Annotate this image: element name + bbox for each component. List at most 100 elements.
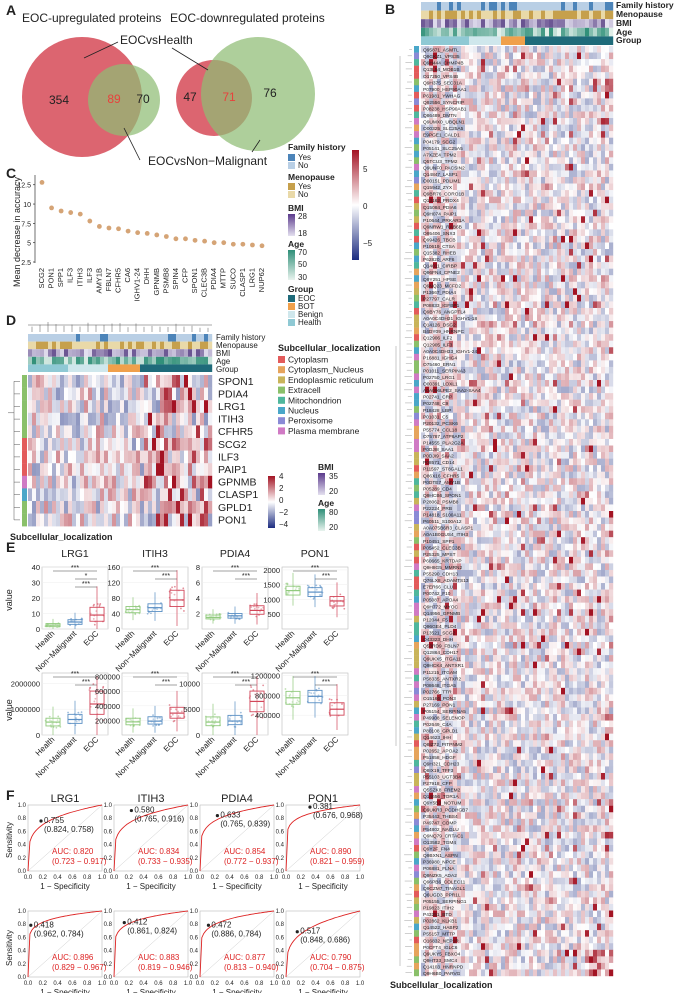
b-heat-cell [421, 176, 426, 184]
b-heat-cell [525, 52, 530, 60]
b-heat-cell [449, 98, 454, 106]
b-annot-cell [461, 36, 466, 45]
b-heat-cell [521, 393, 526, 400]
f-ytick-label: 0.8 [104, 922, 113, 928]
d-heat-cell [120, 513, 125, 527]
d-heat-cell [80, 400, 85, 413]
b-heat-cell [421, 340, 426, 348]
b-heat-cell [577, 249, 582, 256]
b-heat-cell [585, 294, 590, 302]
b-heat-cell [445, 229, 450, 237]
d-heat-cell [164, 450, 169, 464]
b-heat-cell [589, 353, 594, 361]
b-annot-cell [489, 10, 494, 20]
d-heat-cell [100, 450, 105, 464]
b-annot-cell [469, 10, 474, 20]
b-heat-cell [533, 91, 538, 99]
b-heat-cell [449, 190, 454, 197]
b-heat-cell [585, 438, 590, 446]
d-annot-cell [180, 349, 185, 357]
b-heat-cell [505, 373, 510, 381]
d-annot-cell [56, 364, 61, 372]
d-heat-cell [40, 463, 45, 476]
b-heat-cell [529, 216, 534, 224]
b-heat-cell [561, 340, 566, 348]
f-xtick-label: 0.6 [326, 875, 335, 881]
d-heat-cell [188, 513, 193, 527]
d-heat-cell [132, 463, 137, 476]
b-heat-cell [593, 98, 598, 106]
b-heat-cell [577, 255, 582, 263]
b-heat-cell [513, 222, 518, 230]
d-heat-cell [176, 488, 181, 502]
e-jitter-point [175, 708, 177, 711]
e-jitter-point [128, 607, 131, 609]
b-heat-cell [565, 104, 570, 112]
b-heat-cell [421, 124, 426, 132]
d-heat-cell [44, 450, 49, 464]
b-heat-cell [597, 52, 602, 60]
b-heat-cell [453, 347, 458, 355]
b-annot-cell [505, 2, 510, 11]
b-heat-cell [521, 183, 526, 191]
d-annot-cell [208, 349, 213, 357]
b-heat-cell [597, 85, 602, 93]
b-heat-cell [489, 196, 494, 204]
b-heat-cell [557, 249, 562, 256]
b-heat-cell [477, 65, 482, 73]
b-heat-cell [585, 104, 590, 112]
b-heat-cell [473, 235, 478, 243]
b-heat-cell [441, 190, 446, 197]
b-annot-cell [437, 2, 442, 11]
b-heat-cell [553, 275, 558, 282]
b-heat-cell [545, 275, 550, 282]
legend-menopause-title: Menopause [288, 172, 335, 182]
b-heat-cell [421, 294, 426, 302]
b-heat-cell [449, 176, 454, 184]
b-heat-cell [557, 340, 562, 348]
legend-bmi-tick: 18 [298, 229, 307, 238]
b-heat-cell [521, 445, 526, 453]
d-annot-cell [44, 364, 49, 372]
b-heat-cell [533, 301, 538, 309]
e-sig-label: *** [322, 679, 330, 686]
b-heat-cell [549, 288, 554, 296]
b-heat-cell [465, 452, 470, 459]
b-heat-cell [493, 353, 498, 361]
f-ci-label: (0.819 − 0.946) [138, 963, 193, 972]
b-heat-cell [577, 406, 582, 413]
b-heat-cell [421, 445, 426, 453]
e-plot-title: LRG1 [61, 548, 89, 560]
d-heat-cell [116, 488, 121, 502]
b-heat-cell [581, 268, 586, 276]
b-heat-cell [597, 209, 602, 217]
b-heat-cell [461, 46, 466, 53]
d-heat-cell [188, 375, 193, 388]
b-heat-cell [601, 353, 606, 361]
b-heat-cell [477, 347, 482, 355]
b-heat-cell [581, 321, 586, 328]
b-annot-cell [557, 2, 562, 11]
d-heat-cell [148, 488, 153, 502]
e-jitter-point [99, 603, 102, 605]
f-ytick-label: 0.4 [18, 843, 27, 849]
b-heat-cell [421, 419, 426, 427]
b-heat-cell [553, 176, 558, 184]
b-heat-cell [589, 157, 594, 165]
b-heat-cell [437, 294, 442, 302]
d-annot-cell [120, 341, 125, 350]
b-heat-cell [457, 412, 462, 420]
b-heat-cell [505, 321, 510, 328]
b-heat-cell [585, 176, 590, 184]
b-heat-cell [593, 170, 598, 178]
b-heat-cell [541, 124, 546, 132]
b-heat-cell [461, 366, 466, 374]
d-heat-cell [200, 387, 205, 401]
b-heat-cell [461, 307, 466, 315]
b-heat-cell [445, 131, 450, 138]
b-heat-cell [501, 183, 506, 191]
b-heat-cell [609, 419, 614, 427]
b-heat-cell [529, 412, 534, 420]
b-heat-cell [421, 399, 426, 407]
b-heat-cell [433, 294, 438, 302]
